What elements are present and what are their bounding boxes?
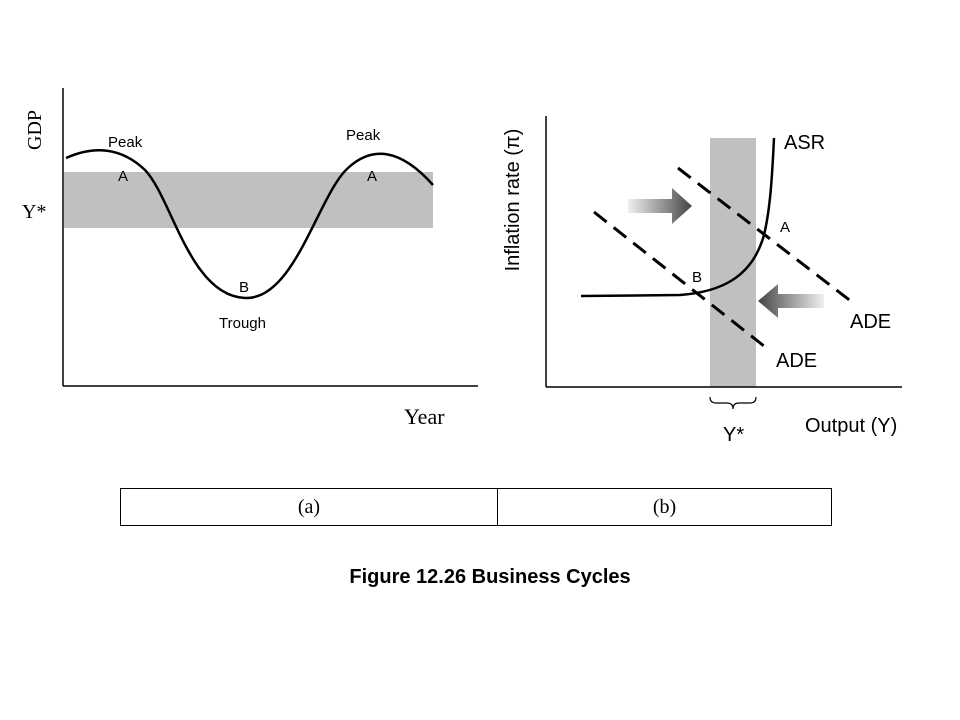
year-axis-label: Year <box>404 404 445 429</box>
inflation-axis-label: Inflation rate (π) <box>502 129 524 272</box>
right-shift-arrow <box>628 188 692 224</box>
panel-a-cell: (a) <box>297 496 321 518</box>
table-divider <box>497 489 498 525</box>
left-shift-arrow <box>758 284 824 318</box>
business-cycle-curve <box>65 149 434 300</box>
ade-upper-line <box>677 166 853 304</box>
output-axis-label: Output (Y) <box>805 415 897 437</box>
potential-gdp-band <box>64 172 433 228</box>
panel-a: GDP Y* Year Peak Peak A A B Trough <box>22 88 478 429</box>
ade-lower-label: ADE <box>776 350 817 372</box>
point-b-label-b: B <box>692 269 702 286</box>
asr-label: ASR <box>784 132 825 154</box>
peak-label-left: Peak <box>108 134 143 151</box>
figure-caption: Figure 12.26 Business Cycles <box>349 566 631 588</box>
gdp-axis-label: GDP <box>24 110 46 150</box>
point-b-label-a: B <box>239 279 249 296</box>
panel-label-table: (a) (b) <box>120 488 832 526</box>
ade-lower-line <box>593 210 770 352</box>
trough-label: Trough <box>219 315 266 332</box>
peak-label-right: Peak <box>346 127 381 144</box>
panel-b-cell: (b) <box>652 496 677 518</box>
potential-output-brace <box>709 396 757 410</box>
potential-output-label-b: Y* <box>723 424 744 446</box>
point-a-left-label: A <box>118 168 128 185</box>
point-a-right-label: A <box>367 168 377 185</box>
panel-b: Inflation rate (π) Output (Y) Y* ASR ADE… <box>502 116 902 446</box>
point-a-label-b: A <box>780 219 790 236</box>
ade-upper-label: ADE <box>850 311 891 333</box>
potential-output-label-a: Y* <box>22 201 46 223</box>
potential-output-band <box>710 138 756 387</box>
